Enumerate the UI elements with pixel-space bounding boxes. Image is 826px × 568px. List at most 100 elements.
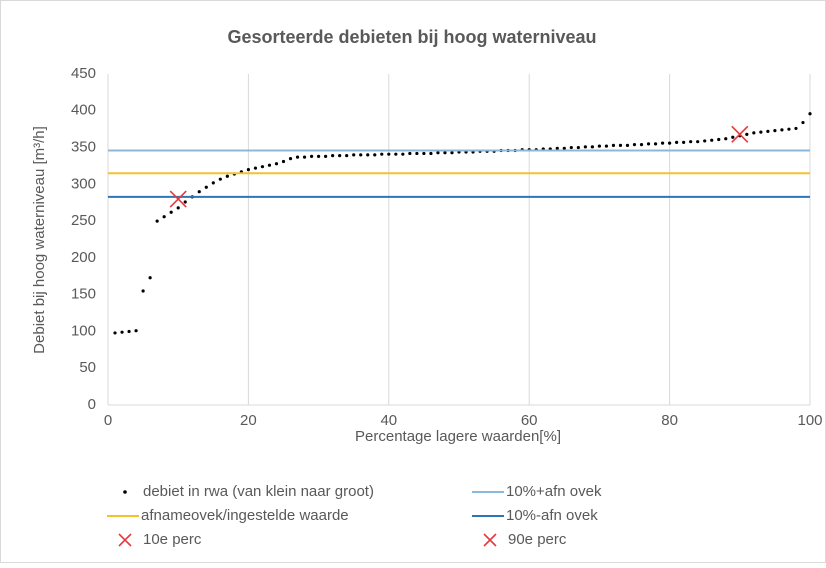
data-point bbox=[717, 137, 721, 142]
data-point bbox=[604, 144, 609, 148]
data-point bbox=[745, 132, 749, 136]
data-point bbox=[653, 142, 658, 146]
data-point bbox=[274, 162, 279, 166]
legend-symbol bbox=[118, 533, 132, 547]
data-point bbox=[724, 137, 728, 141]
data-point bbox=[450, 151, 454, 155]
data-point bbox=[218, 177, 222, 181]
data-point bbox=[597, 144, 602, 148]
data-point bbox=[359, 153, 363, 157]
data-point bbox=[639, 143, 644, 147]
data-point bbox=[773, 129, 777, 133]
data-point bbox=[689, 140, 693, 144]
data-point bbox=[752, 131, 756, 135]
data-point bbox=[162, 215, 166, 219]
x-axis-label: Percentage lagere waarden[%] bbox=[355, 428, 561, 445]
data-point bbox=[787, 127, 791, 131]
data-point bbox=[646, 142, 651, 146]
data-point bbox=[148, 276, 152, 280]
data-point bbox=[436, 151, 440, 155]
data-point bbox=[317, 154, 321, 158]
data-point bbox=[422, 151, 426, 156]
data-point bbox=[710, 138, 714, 142]
data-point bbox=[583, 145, 587, 149]
data-point bbox=[576, 145, 580, 150]
data-point bbox=[766, 129, 770, 133]
x-tick-label: 100 bbox=[797, 412, 822, 429]
percentile-marker bbox=[731, 125, 749, 143]
data-point bbox=[415, 151, 419, 156]
data-point bbox=[338, 154, 342, 158]
data-point bbox=[611, 143, 616, 147]
data-point bbox=[696, 140, 700, 144]
data-point bbox=[169, 210, 173, 214]
data-point bbox=[204, 185, 208, 189]
data-point bbox=[373, 153, 377, 157]
data-point bbox=[562, 146, 566, 150]
data-point bbox=[660, 141, 665, 145]
legend-label: 10%-afn ovek bbox=[506, 507, 598, 524]
data-point bbox=[675, 140, 679, 145]
data-point bbox=[366, 153, 370, 157]
x-tick-label: 0 bbox=[104, 412, 112, 429]
data-point bbox=[618, 143, 623, 147]
y-tick-label: 450 bbox=[71, 65, 96, 82]
data-point bbox=[113, 331, 117, 335]
y-tick-label: 400 bbox=[71, 102, 96, 119]
legend-label: 10e perc bbox=[143, 531, 202, 548]
data-point bbox=[759, 130, 763, 134]
data-point bbox=[253, 166, 258, 170]
data-point bbox=[281, 159, 286, 164]
data-point bbox=[345, 154, 349, 158]
data-point bbox=[794, 126, 798, 131]
data-point bbox=[703, 139, 707, 143]
x-tick-label: 80 bbox=[661, 412, 678, 429]
y-tick-label: 50 bbox=[79, 359, 96, 376]
x-tick-label: 40 bbox=[380, 412, 397, 429]
data-point bbox=[176, 206, 180, 210]
data-point bbox=[801, 120, 805, 125]
legend-label: afnameovek/ingestelde waarde bbox=[141, 507, 349, 524]
data-point bbox=[120, 330, 124, 334]
legend-symbol bbox=[483, 533, 497, 547]
legend-symbol bbox=[123, 490, 127, 494]
y-tick-label: 200 bbox=[71, 249, 96, 266]
data-point bbox=[127, 329, 131, 334]
percentile-marker bbox=[169, 190, 187, 208]
data-point bbox=[380, 152, 384, 156]
y-tick-label: 350 bbox=[71, 139, 96, 156]
y-tick-label: 250 bbox=[71, 212, 96, 229]
data-point bbox=[569, 145, 573, 150]
y-axis-label: Debiet bij hoog waterniveau [m³/h] bbox=[31, 126, 48, 354]
data-point bbox=[197, 190, 201, 194]
data-point bbox=[429, 151, 433, 156]
data-point bbox=[555, 146, 559, 150]
data-point bbox=[780, 128, 784, 132]
legend-label: debiet in rwa (van klein naar groot) bbox=[143, 483, 374, 500]
data-point bbox=[309, 154, 314, 158]
data-point bbox=[183, 200, 187, 204]
y-tick-label: 300 bbox=[71, 175, 96, 192]
data-point bbox=[134, 329, 138, 333]
data-point bbox=[387, 152, 391, 156]
data-point bbox=[302, 155, 307, 159]
data-point bbox=[267, 163, 272, 167]
y-tick-label: 0 bbox=[88, 396, 96, 413]
data-point bbox=[590, 145, 594, 149]
data-point bbox=[225, 174, 229, 178]
data-point bbox=[246, 168, 250, 172]
legend-label: 10%+afn ovek bbox=[506, 483, 602, 500]
data-point bbox=[808, 112, 812, 116]
data-point bbox=[260, 165, 265, 169]
data-point bbox=[401, 152, 405, 156]
data-point bbox=[408, 151, 412, 156]
data-point bbox=[352, 153, 356, 157]
data-point bbox=[211, 181, 215, 185]
chart-title: Gesorteerde debieten bij hoog waternivea… bbox=[227, 27, 596, 47]
data-point bbox=[443, 151, 447, 155]
y-tick-label: 100 bbox=[71, 322, 96, 339]
y-tick-label: 150 bbox=[71, 286, 96, 303]
